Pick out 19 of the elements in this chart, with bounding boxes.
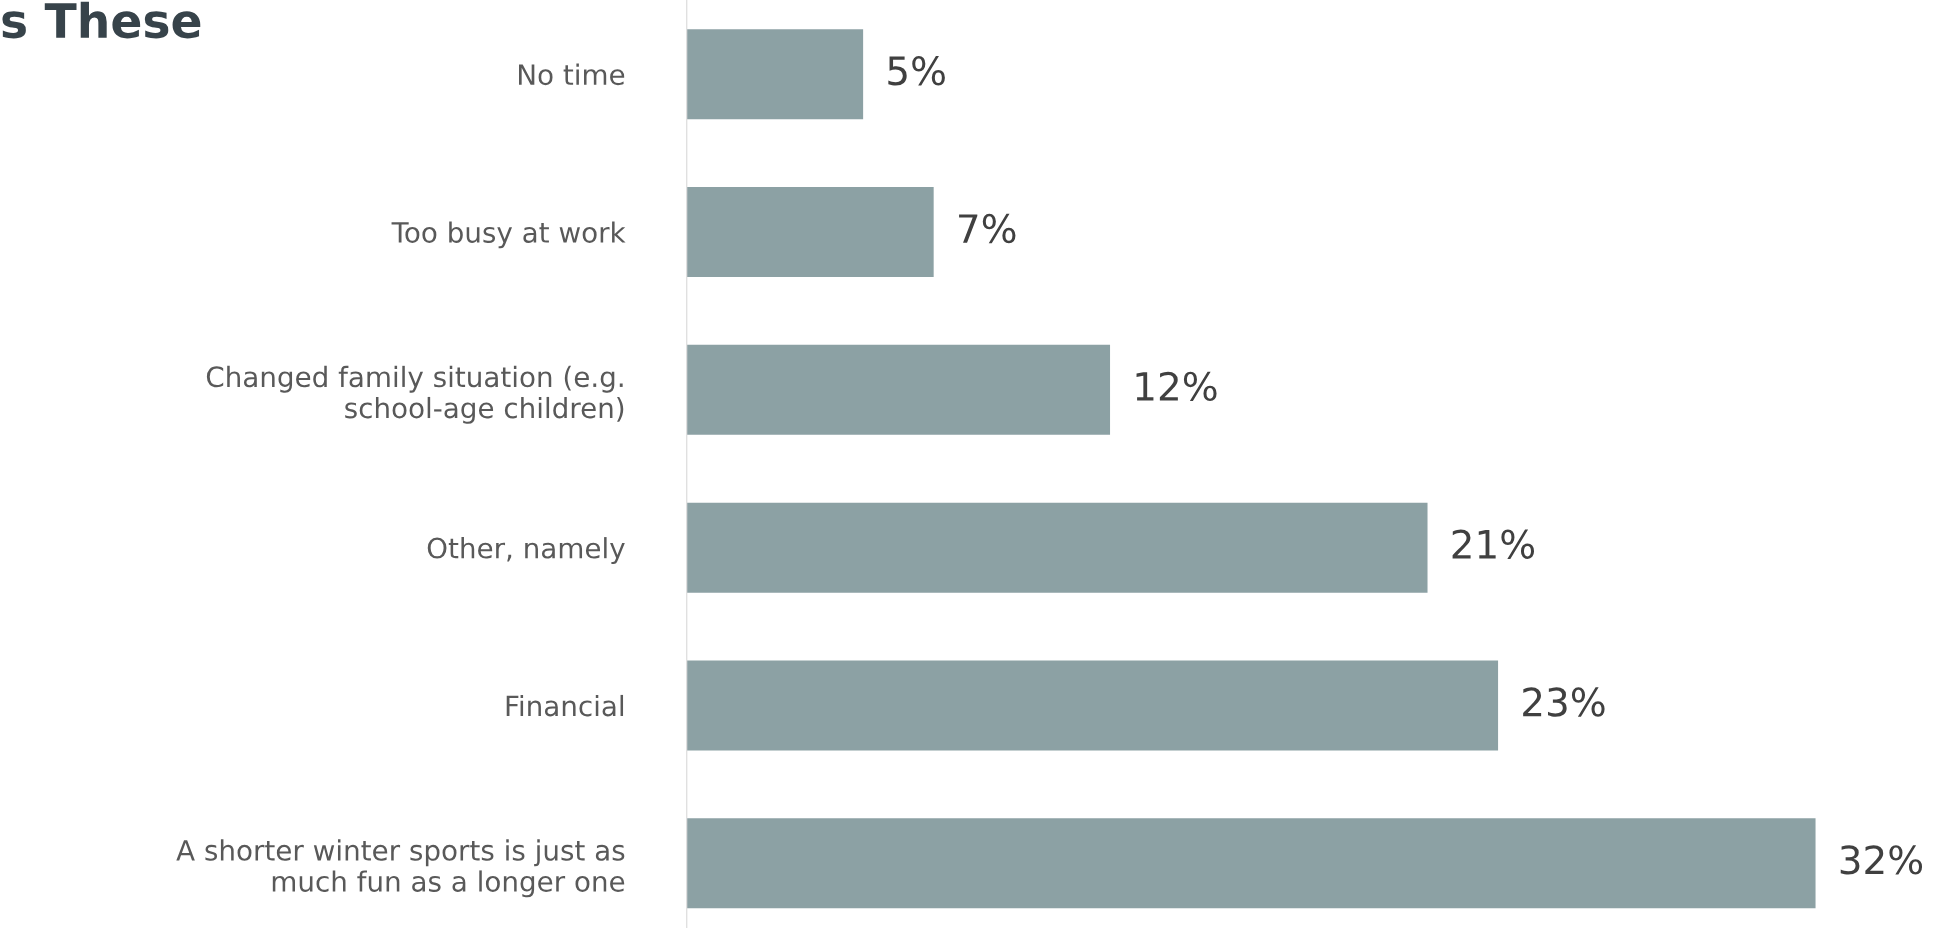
data-label: 32% — [1840, 845, 1923, 875]
bar — [686, 660, 1499, 751]
text: s These — [2, 1, 201, 39]
data-label: 5% — [888, 56, 945, 86]
y-tick-label: Other, namely — [427, 537, 625, 564]
y-tick-label: Too busy at work — [391, 221, 626, 249]
data-label: 12% — [1136, 371, 1217, 402]
y-tick-label: A shorter winter sports is just as much fun as a longer one — [176, 839, 625, 898]
data-label: 21% — [1452, 529, 1535, 559]
bar — [686, 344, 1111, 435]
bar — [686, 187, 934, 277]
data-label: 23% — [1523, 687, 1605, 717]
y-tick-label: Financial — [506, 694, 624, 717]
bar — [686, 818, 1816, 909]
bar — [686, 29, 864, 120]
y-tick-label: No time — [519, 63, 625, 86]
y-tick-label: Changed family situation (e.g. school-age children) — [206, 365, 624, 424]
bar — [686, 502, 1428, 593]
data-label: 7% — [959, 213, 1016, 244]
